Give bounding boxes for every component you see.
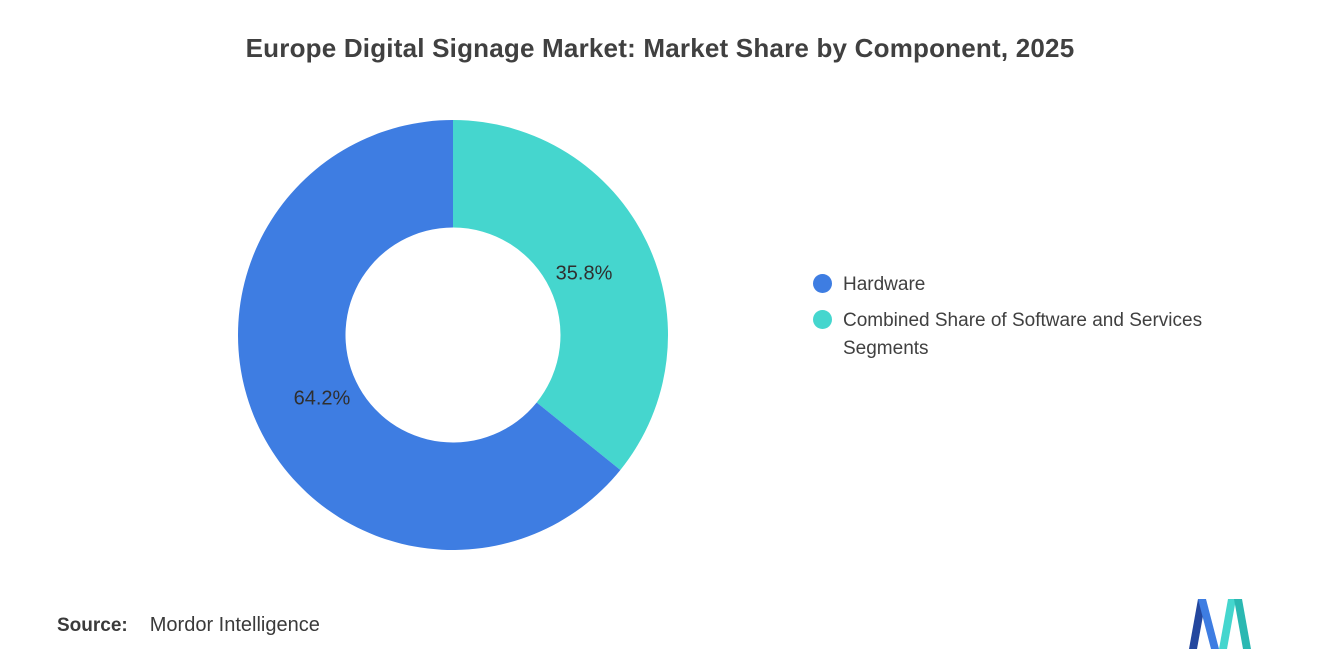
donut-chart: 35.8% 64.2% (238, 120, 668, 550)
donut-segment-hardware[interactable] (238, 120, 621, 550)
donut-segment-combined-share-of-software-and-services-segments[interactable] (453, 120, 668, 470)
slice-label-combined-share-of-software-and-services-segments: 35.8% (556, 262, 613, 284)
donut-chart-area: 35.8% 64.2% (238, 120, 668, 550)
legend-marker (813, 310, 832, 329)
logo-stroke-2 (1198, 599, 1219, 649)
source-label: Source: (57, 615, 128, 636)
logo-stroke-4 (1234, 599, 1251, 649)
logo-stroke-3 (1219, 599, 1236, 649)
slice-label-hardware: 64.2% (294, 388, 351, 410)
legend: Hardware Combined Share of Software and S… (813, 271, 1278, 363)
legend-label: Hardware (843, 274, 926, 295)
legend-marker (813, 274, 832, 293)
mordor-intelligence-logo (1188, 596, 1252, 652)
source-value: Mordor Intelligence (149, 614, 320, 636)
legend-label: Combined Share of Software and Services … (843, 310, 1203, 359)
legend-item-combined-share-of-software-and-services-segments[interactable]: Combined Share of Software and Services … (813, 307, 1278, 363)
source-line: Source: Mordor Intelligence (57, 614, 320, 637)
legend-item-hardware[interactable]: Hardware (813, 271, 1278, 299)
chart-title: Europe Digital Signage Market: Market Sh… (245, 33, 1075, 63)
